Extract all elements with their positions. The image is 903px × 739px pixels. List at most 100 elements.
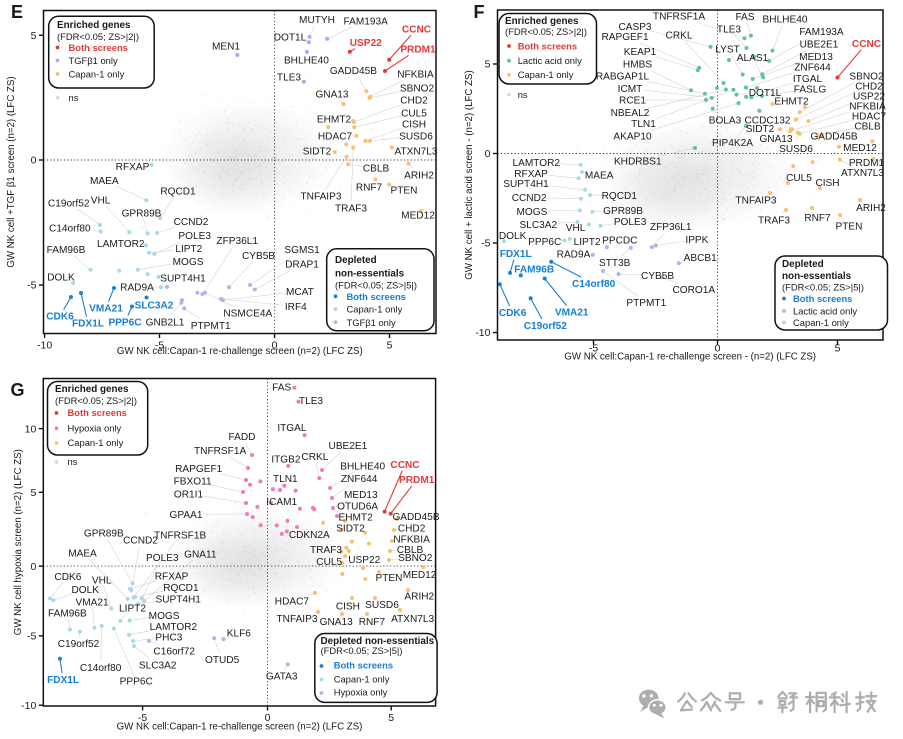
svg-text:RNF7: RNF7 [804,213,831,224]
svg-text:SBNO2: SBNO2 [849,72,884,83]
svg-text:Enriched genes: Enriched genes [55,384,129,395]
svg-text:NFKBIA: NFKBIA [849,102,886,113]
svg-text:PPCDC: PPCDC [602,236,637,247]
svg-text:TNFRSF1A: TNFRSF1A [653,12,705,23]
svg-text:BOLA3: BOLA3 [709,116,742,127]
svg-text:ns: ns [518,89,528,100]
svg-text:(FDR<0.05; ZS>|5|): (FDR<0.05; ZS>|5|) [321,645,403,656]
svg-text:CBLB: CBLB [397,545,424,556]
svg-text:0: 0 [30,561,36,573]
svg-text:LIPT2: LIPT2 [175,244,202,255]
svg-text:NBEAL2: NBEAL2 [611,108,650,119]
svg-text:GNA13: GNA13 [759,134,792,145]
svg-text:5: 5 [485,59,491,71]
svg-text:Hypoxia only: Hypoxia only [68,423,122,434]
svg-text:PTEN: PTEN [391,186,418,197]
svg-text:SBNO2: SBNO2 [398,553,433,564]
svg-text:STT3B: STT3B [599,258,631,269]
svg-text:ZNF644: ZNF644 [341,474,378,485]
svg-text:C19orf52: C19orf52 [48,198,90,209]
svg-text:IPPK: IPPK [685,235,708,246]
svg-text:GW NK cell hypoxia screen (n=2: GW NK cell hypoxia screen (n=2) (LFC ZS) [13,449,24,635]
svg-text:FAM193A: FAM193A [799,27,844,38]
svg-text:CDK6: CDK6 [54,572,81,583]
svg-text:TNFAIP3: TNFAIP3 [736,196,777,207]
svg-text:ICAM1: ICAM1 [266,497,297,508]
svg-text:(FDR<0.05; ZS>|5|): (FDR<0.05; ZS>|5|) [335,279,417,290]
svg-text:TNFAIP3: TNFAIP3 [277,614,318,625]
svg-text:GW NK cell:Capan-1 re-challeng: GW NK cell:Capan-1 re-challenge screen (… [117,722,363,733]
svg-text:ZFP36L1: ZFP36L1 [216,236,258,247]
svg-text:FAM96B: FAM96B [47,245,86,256]
svg-text:LAMTOR2: LAMTOR2 [97,239,145,250]
svg-text:LIPT2: LIPT2 [574,237,601,248]
svg-text:ICMT: ICMT [618,84,643,95]
svg-text:ATXN7L3: ATXN7L3 [841,168,884,179]
svg-text:Enriched genes: Enriched genes [505,16,579,27]
svg-text:-5: -5 [138,712,147,724]
svg-text:EHMT2: EHMT2 [774,97,809,108]
svg-text:BHLHE40: BHLHE40 [763,15,808,26]
svg-text:EHMT2: EHMT2 [317,115,352,126]
svg-text:-5: -5 [27,280,36,292]
svg-text:PPP6C: PPP6C [528,237,561,248]
svg-text:C16orf72: C16orf72 [153,647,195,658]
svg-text:PIP4K2A: PIP4K2A [712,138,753,149]
svg-text:RQCD1: RQCD1 [160,187,196,198]
svg-text:SLC3A2: SLC3A2 [519,220,557,231]
svg-text:0: 0 [715,343,721,355]
svg-text:GNB2L1: GNB2L1 [146,318,185,329]
svg-text:ZNF644: ZNF644 [794,63,831,74]
svg-text:-10: -10 [475,327,490,339]
svg-text:USP22: USP22 [853,92,885,103]
svg-text:ABCB1: ABCB1 [684,253,717,264]
svg-text:-5: -5 [155,340,164,352]
svg-text:RQCD1: RQCD1 [163,583,199,594]
svg-text:SIDT2: SIDT2 [303,147,332,158]
svg-text:VMA21: VMA21 [555,308,589,319]
svg-text:G: G [11,380,25,400]
svg-text:RAD9A: RAD9A [120,283,154,294]
svg-text:Capan-1 only: Capan-1 only [347,304,403,315]
svg-text:CDKN2A: CDKN2A [289,530,330,541]
svg-text:non-essentials: non-essentials [335,269,405,280]
svg-text:CBLB: CBLB [854,122,881,133]
svg-text:KEAP1: KEAP1 [624,47,657,58]
svg-text:MOGS: MOGS [173,257,204,268]
svg-text:GNA13: GNA13 [315,90,348,101]
svg-text:PTEN: PTEN [376,573,403,584]
svg-text:NFKBIA: NFKBIA [397,70,434,81]
svg-text:FASLG: FASLG [794,85,827,96]
svg-text:TRAF3: TRAF3 [335,204,367,215]
svg-text:ns: ns [69,92,79,103]
svg-text:TLE3: TLE3 [717,25,742,36]
svg-text:CHD2: CHD2 [855,82,883,93]
svg-text:ARIH2: ARIH2 [404,591,434,602]
svg-text:MED12: MED12 [843,143,877,154]
svg-text:SUPT4H1: SUPT4H1 [160,274,206,285]
svg-text:CHD2: CHD2 [398,524,426,535]
svg-text:DRAP1: DRAP1 [285,260,319,271]
svg-text:PTPMT1: PTPMT1 [191,321,231,332]
svg-text:CISH: CISH [402,120,426,131]
svg-text:Capan-1 only: Capan-1 only [518,69,574,80]
svg-text:Depleted: Depleted [782,259,824,270]
svg-text:KHDRBS1: KHDRBS1 [614,156,662,167]
svg-text:MUTYH: MUTYH [299,15,335,26]
svg-text:F: F [474,2,485,22]
svg-text:ITGB2: ITGB2 [271,454,301,465]
svg-text:Hypoxia only: Hypoxia only [334,687,388,698]
svg-text:CBLB: CBLB [363,164,390,175]
svg-text:MED12: MED12 [403,570,437,581]
svg-text:MED12: MED12 [401,211,435,222]
svg-text:0: 0 [31,155,37,167]
svg-text:MAEA: MAEA [68,548,97,559]
svg-text:OR1I1: OR1I1 [174,489,204,500]
svg-text:C14orf80: C14orf80 [572,279,616,290]
svg-text:VHL: VHL [566,223,586,234]
svg-text:GW NK cell +TGF β1 screen (n=2: GW NK cell +TGF β1 screen (n=2) (LFC ZS) [6,76,17,267]
svg-text:GADD45B: GADD45B [392,512,439,523]
svg-text:CCNC: CCNC [402,25,432,36]
svg-text:Both screens: Both screens [68,407,127,418]
svg-text:(FDR<0.05; ZS>|2|): (FDR<0.05; ZS>|2|) [55,395,137,406]
